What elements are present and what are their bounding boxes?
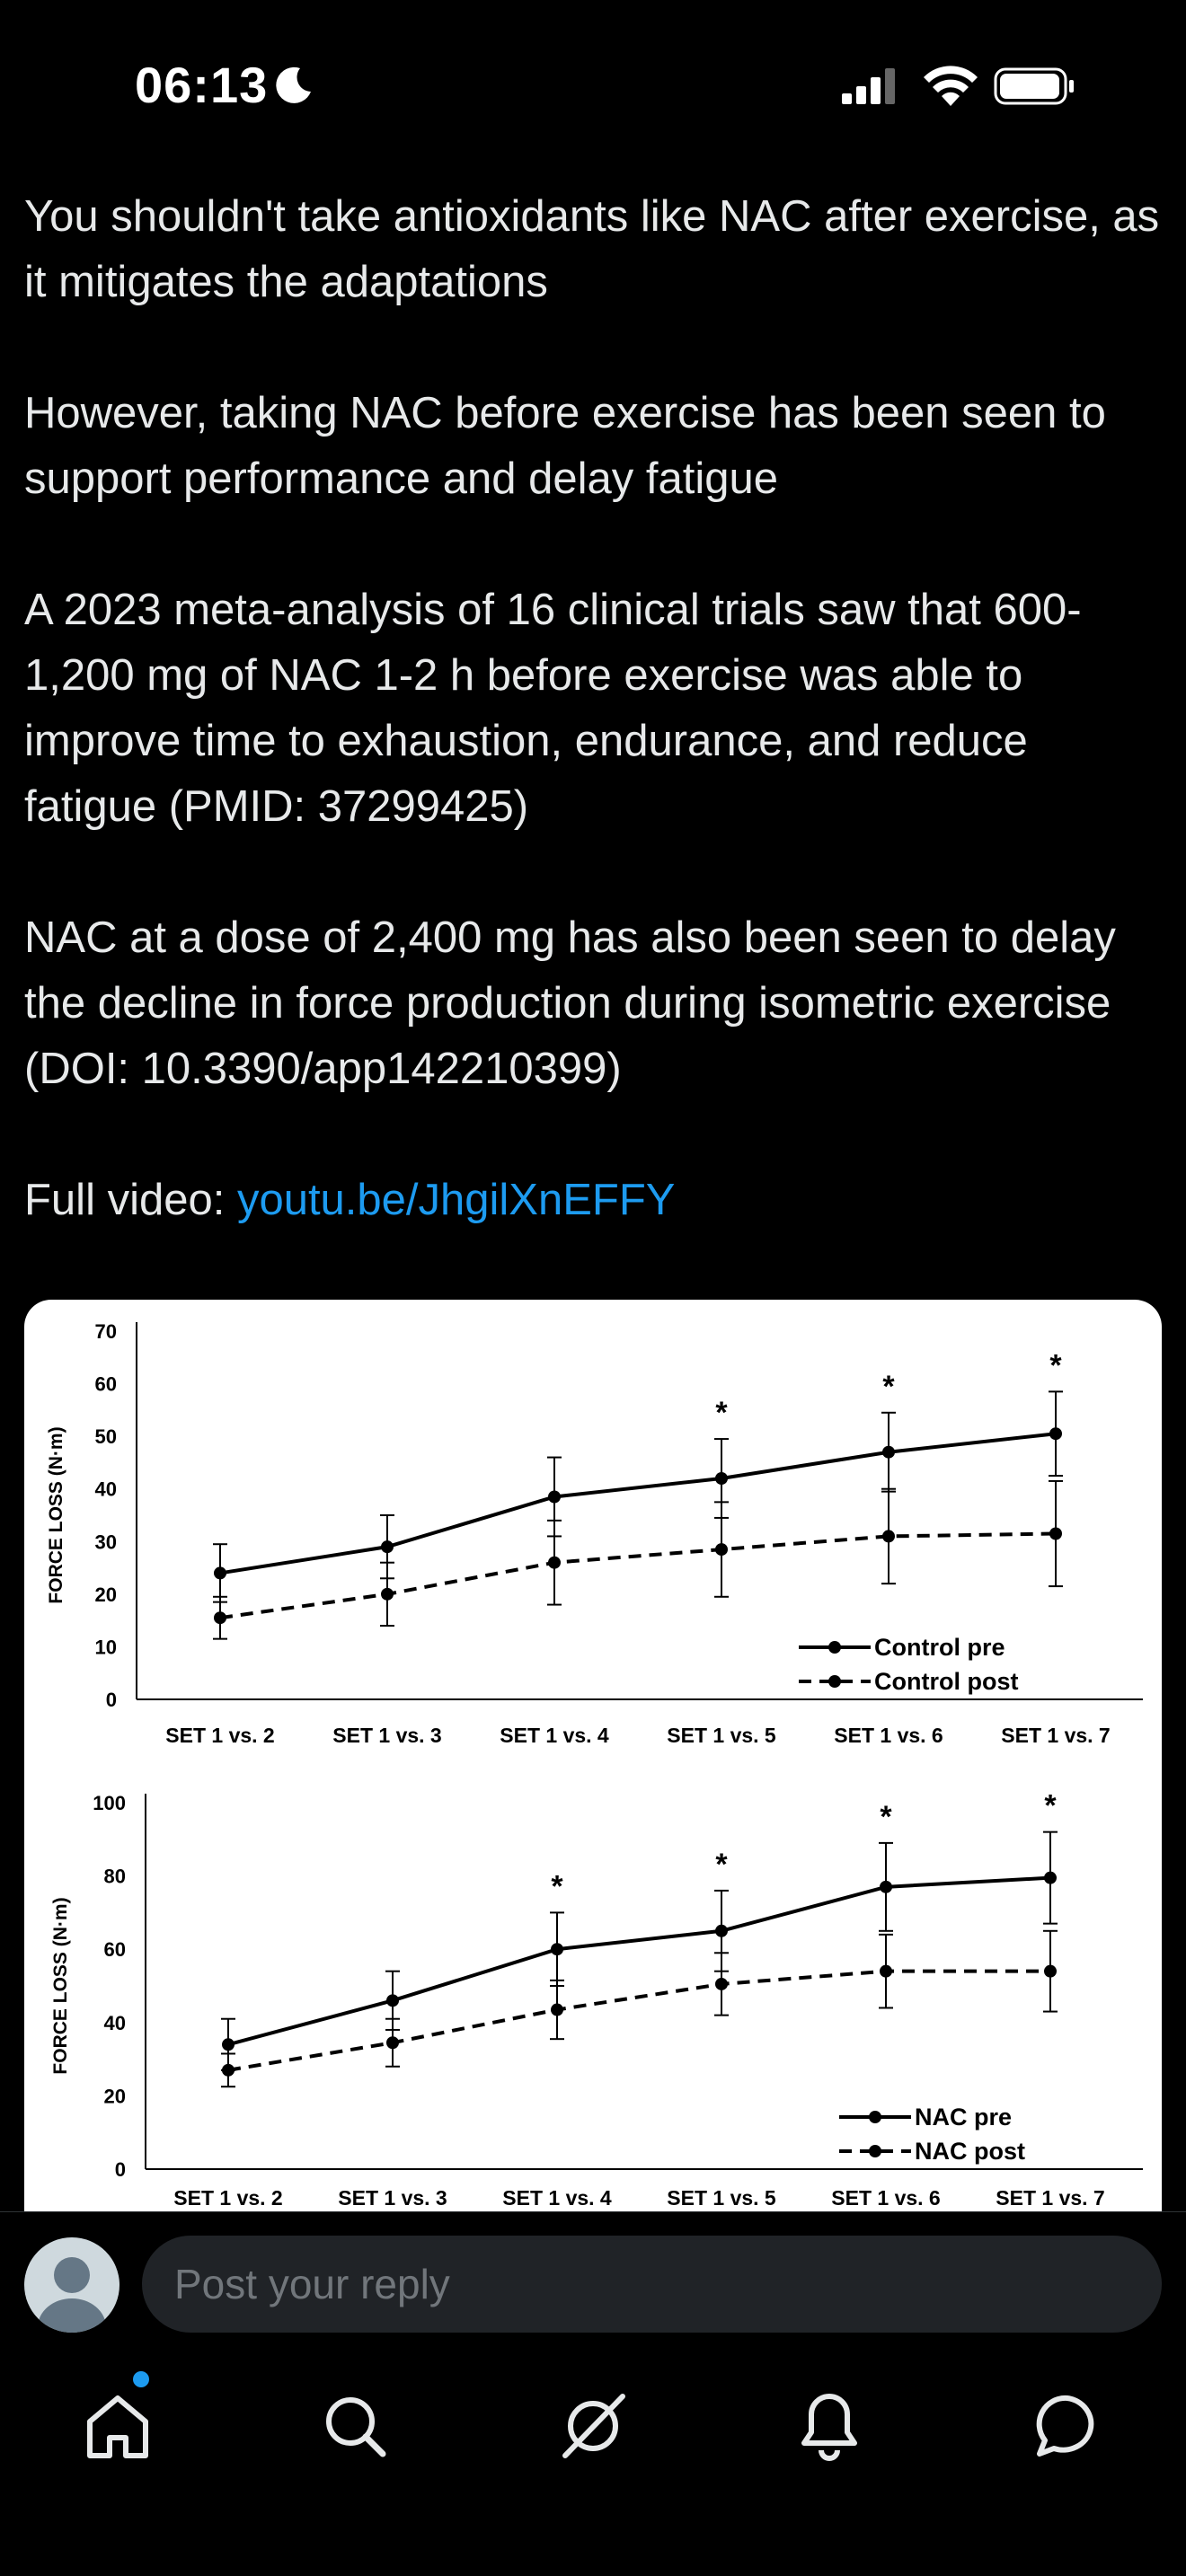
data-point	[880, 1880, 892, 1893]
search-icon[interactable]	[314, 2386, 395, 2466]
y-tick-label: 20	[95, 1584, 117, 1606]
x-tick-label: SET 1 vs. 6	[831, 2186, 940, 2210]
data-point	[715, 1924, 728, 1937]
reply-bar: Post your reply	[0, 2211, 1186, 2338]
data-point	[214, 1566, 226, 1580]
battery-icon	[994, 67, 1074, 105]
bottom-tab-bar	[0, 2344, 1186, 2488]
force-loss-charts: 0 10 20 30 40 50 60 70 FORCE LOSS (N·m) SET 1 vs.…	[46, 1320, 1143, 2210]
data-point	[882, 1445, 895, 1459]
data-point	[715, 1472, 728, 1485]
significance-marker: *	[1044, 1789, 1057, 1823]
series-line	[227, 1969, 1050, 2072]
status-bar: 06:13	[0, 0, 1186, 171]
y-tick-label: 60	[104, 1938, 126, 1961]
x-tick-label: SET 1 vs. 4	[502, 2186, 612, 2210]
data-point	[880, 1964, 892, 1978]
video-label: Full video:	[24, 1176, 237, 1224]
data-point	[1049, 1527, 1062, 1540]
y-tick-label: 10	[95, 1636, 117, 1658]
post-paragraph: However, taking NAC before exercise has …	[24, 389, 1106, 503]
data-point	[386, 2036, 399, 2050]
data-point	[386, 1994, 399, 2007]
y-tick-label: 40	[104, 2012, 126, 2034]
data-point	[381, 1587, 394, 1601]
legend-marker	[828, 1641, 841, 1654]
significance-marker: *	[715, 1848, 728, 1882]
data-point	[715, 1977, 728, 1990]
data-point	[882, 1530, 895, 1543]
x-tick-label: SET 1 vs. 3	[332, 1724, 441, 1747]
data-point	[1049, 1427, 1062, 1441]
post-media-image[interactable]: 0 10 20 30 40 50 60 70 FORCE LOSS (N·m) SET 1 vs.…	[24, 1300, 1162, 2211]
legend-marker	[869, 2111, 881, 2123]
moon-icon	[276, 66, 311, 103]
data-point	[548, 1556, 561, 1569]
x-tick-label: SET 1 vs. 5	[667, 1724, 776, 1747]
notifications-icon[interactable]	[789, 2386, 870, 2466]
data-point	[222, 2063, 235, 2077]
x-tick-label: SET 1 vs. 6	[834, 1724, 943, 1747]
x-tick-label: SET 1 vs. 7	[996, 2186, 1104, 2210]
default-avatar-icon	[38, 2257, 106, 2333]
y-tick-label: 30	[95, 1531, 117, 1553]
legend-marker	[869, 2145, 881, 2157]
y-tick-label: 100	[93, 1792, 126, 1814]
y-tick-label: 40	[95, 1478, 117, 1501]
series-line	[227, 1875, 1051, 2047]
messages-icon[interactable]	[1027, 2386, 1108, 2466]
data-point	[381, 1540, 394, 1554]
significance-marker: *	[880, 1800, 892, 1834]
x-tick-label: SET 1 vs. 5	[667, 2186, 776, 2210]
significance-marker: *	[715, 1396, 728, 1430]
x-tick-label: SET 1 vs. 2	[165, 1724, 274, 1747]
reply-input[interactable]: Post your reply	[142, 2236, 1162, 2333]
home-notification-dot	[133, 2371, 149, 2387]
series-line	[219, 1531, 1057, 1620]
y-tick-label: 0	[106, 1689, 117, 1711]
data-point	[214, 1611, 226, 1625]
y-axis-label: FORCE LOSS (N·m)	[50, 1897, 71, 2074]
legend-marker	[828, 1675, 841, 1688]
cellular-signal-icon	[842, 68, 895, 104]
legend-label: Control post	[874, 1668, 1018, 1695]
x-tick-label: SET 1 vs. 7	[1001, 1724, 1110, 1747]
legend-label: NAC post	[915, 2138, 1025, 2165]
legend-label: NAC pre	[915, 2104, 1012, 2130]
data-point	[551, 1943, 563, 1956]
series-line	[219, 1432, 1057, 1575]
y-tick-label: 20	[104, 2085, 126, 2107]
home-icon[interactable]	[77, 2386, 158, 2466]
grok-icon[interactable]	[553, 2386, 633, 2466]
y-tick-label: 0	[115, 2158, 126, 2181]
data-point	[551, 2003, 563, 2016]
video-line: Full video: youtu.be/JhgilXnEFFY	[24, 1168, 1165, 1233]
y-axis-label: FORCE LOSS (N·m)	[46, 1426, 66, 1603]
post-body: You shouldn't take antioxidants like NAC…	[24, 184, 1165, 1299]
significance-marker: *	[1049, 1348, 1062, 1382]
data-point	[715, 1543, 728, 1557]
wifi-icon	[924, 66, 978, 106]
post-paragraph: You shouldn't take antioxidants like NAC…	[24, 192, 1160, 306]
y-tick-label: 60	[95, 1373, 117, 1396]
y-tick-label: 70	[95, 1320, 117, 1343]
post-paragraph: A 2023 meta-analysis of 16 clinical tria…	[24, 586, 1082, 831]
legend-label: Control pre	[874, 1634, 1005, 1661]
significance-marker: *	[882, 1370, 895, 1404]
data-point	[222, 2038, 235, 2051]
data-point	[1044, 1871, 1057, 1884]
post-paragraph: NAC at a dose of 2,400 mg has also been …	[24, 913, 1116, 1093]
y-tick-label: 50	[95, 1425, 117, 1448]
video-link[interactable]: youtu.be/JhgilXnEFFY	[236, 1176, 676, 1224]
significance-marker: *	[551, 1869, 563, 1903]
status-time: 06:13	[135, 57, 269, 113]
x-tick-label: SET 1 vs. 3	[338, 2186, 447, 2210]
y-tick-label: 80	[104, 1866, 126, 1888]
x-tick-label: SET 1 vs. 4	[500, 1724, 609, 1747]
avatar[interactable]	[24, 2237, 119, 2333]
data-point	[1044, 1964, 1057, 1978]
x-tick-label: SET 1 vs. 2	[173, 2186, 282, 2210]
data-point	[548, 1490, 561, 1504]
